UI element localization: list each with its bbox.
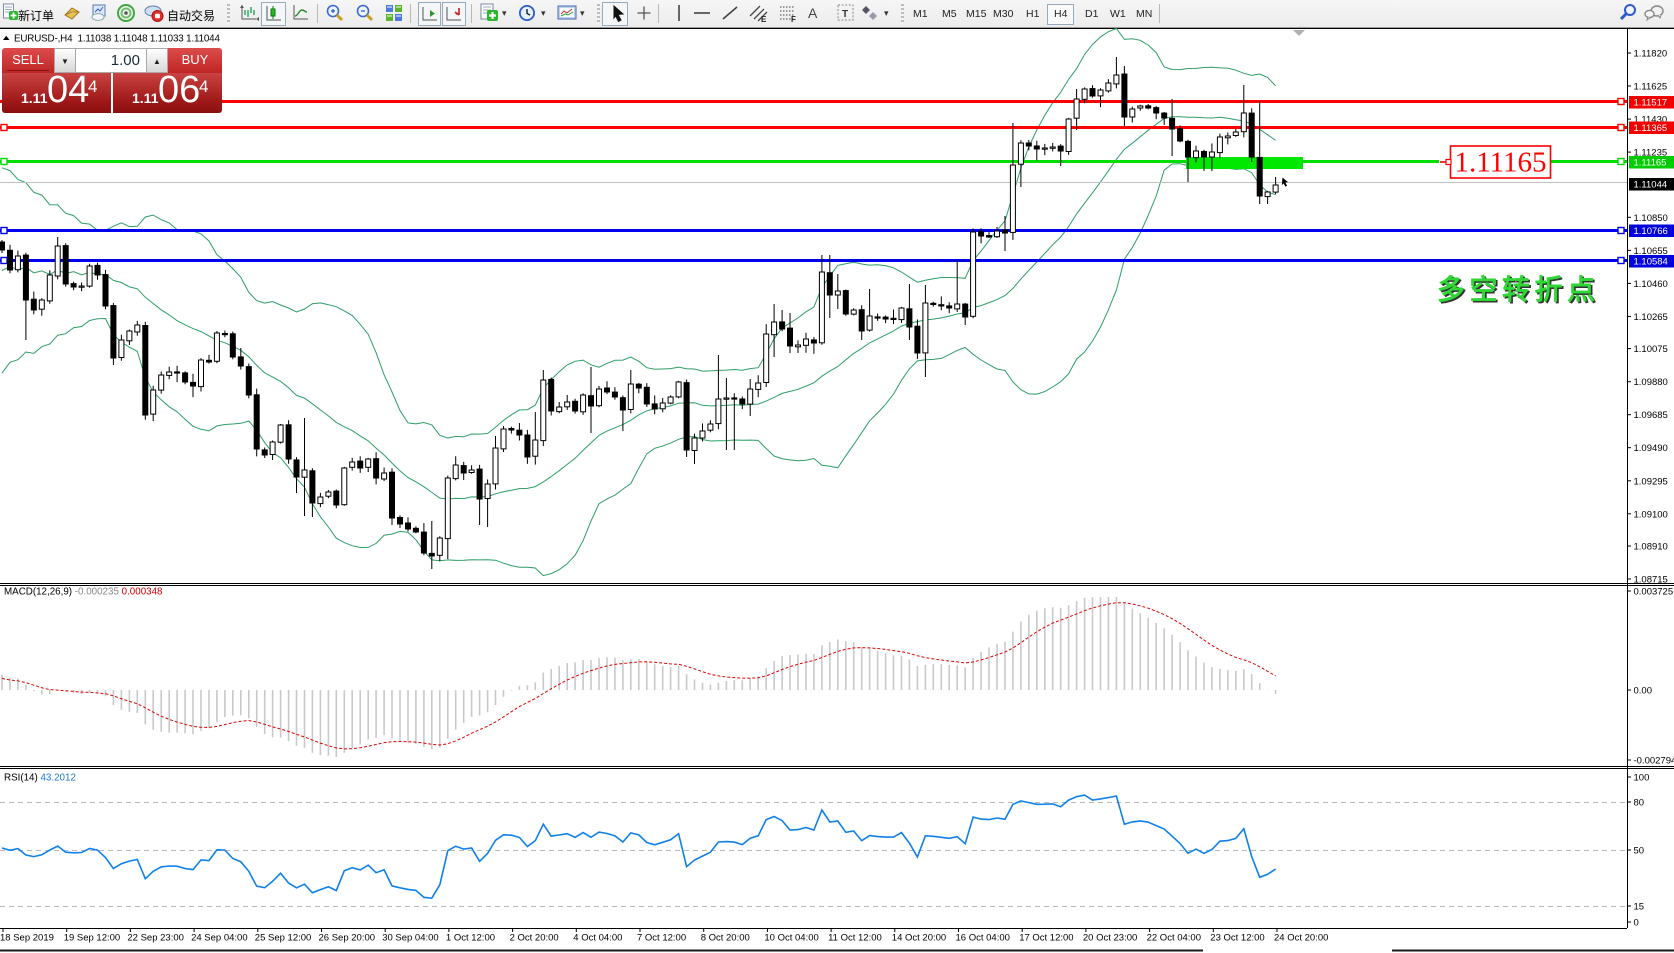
svg-text:1.11365: 1.11365: [1634, 123, 1668, 134]
svg-text:22 Sep 23:00: 22 Sep 23:00: [127, 933, 184, 944]
svg-text:0: 0: [1634, 918, 1639, 929]
svg-text:26 Sep 20:00: 26 Sep 20:00: [319, 933, 376, 944]
svg-text:1.09880: 1.09880: [1634, 377, 1668, 388]
svg-text:15: 15: [1634, 902, 1645, 913]
svg-text:17 Oct 12:00: 17 Oct 12:00: [1019, 933, 1073, 944]
svg-text:30 Sep 04:00: 30 Sep 04:00: [382, 933, 439, 944]
svg-text:16 Oct 04:00: 16 Oct 04:00: [956, 933, 1010, 944]
svg-text:EURUSD-,H4 1.11038 1.11048 1.: EURUSD-,H4 1.11038 1.11048 1.11033 1.110…: [14, 34, 220, 45]
svg-text:1.08715: 1.08715: [1634, 575, 1668, 586]
svg-text:F: F: [791, 15, 796, 23]
svg-text:1.11820: 1.11820: [1634, 49, 1668, 60]
svg-text:1.11235: 1.11235: [1634, 148, 1668, 159]
svg-text:19 Sep 12:00: 19 Sep 12:00: [64, 933, 121, 944]
svg-text:1.11625: 1.11625: [1634, 82, 1668, 93]
svg-text:多空转折点: 多空转折点: [1439, 274, 1602, 306]
svg-text:MACD(12,26,9) -0.000235 0.0003: MACD(12,26,9) -0.000235 0.000348: [4, 587, 163, 598]
svg-text:1.10655: 1.10655: [1634, 246, 1668, 257]
svg-text:1.10265: 1.10265: [1634, 312, 1668, 323]
svg-text:1.10766: 1.10766: [1634, 226, 1668, 237]
svg-text:24 Sep 04:00: 24 Sep 04:00: [191, 933, 248, 944]
svg-text:2 Oct 20:00: 2 Oct 20:00: [510, 933, 559, 944]
svg-text:25 Sep 12:00: 25 Sep 12:00: [255, 933, 312, 944]
svg-text:1.09685: 1.09685: [1634, 410, 1668, 421]
svg-text:1.09490: 1.09490: [1634, 443, 1668, 454]
svg-text:1 Oct 12:00: 1 Oct 12:00: [446, 933, 495, 944]
svg-text:多空转折点: 多空转折点: [1437, 273, 1600, 305]
svg-text:1.11165: 1.11165: [1454, 147, 1546, 179]
svg-text:0.00: 0.00: [1634, 686, 1653, 697]
svg-text:1.09100: 1.09100: [1634, 509, 1668, 520]
svg-text:22 Oct 04:00: 22 Oct 04:00: [1147, 933, 1201, 944]
svg-text:100: 100: [1634, 773, 1650, 784]
svg-text:4 Oct 04:00: 4 Oct 04:00: [573, 933, 622, 944]
svg-text:7 Oct 12:00: 7 Oct 12:00: [637, 933, 686, 944]
svg-text:0.003725: 0.003725: [1634, 587, 1674, 598]
svg-text:23 Oct 12:00: 23 Oct 12:00: [1210, 933, 1264, 944]
svg-text:1.10584: 1.10584: [1634, 257, 1668, 268]
svg-text:1.10460: 1.10460: [1634, 279, 1668, 290]
svg-text:24 Oct 20:00: 24 Oct 20:00: [1274, 933, 1328, 944]
svg-text:18 Sep 2019: 18 Sep 2019: [0, 933, 54, 944]
svg-text:11 Oct 12:00: 11 Oct 12:00: [828, 933, 882, 944]
svg-text:-0.002794: -0.002794: [1634, 756, 1674, 767]
svg-text:50: 50: [1634, 846, 1645, 857]
svg-text:1.11165: 1.11165: [1634, 158, 1667, 169]
svg-text:1.09295: 1.09295: [1634, 476, 1668, 487]
svg-text:1.11430: 1.11430: [1634, 115, 1668, 126]
svg-text:10 Oct 04:00: 10 Oct 04:00: [764, 933, 818, 944]
svg-text:8 Oct 20:00: 8 Oct 20:00: [701, 933, 750, 944]
svg-text:T: T: [842, 9, 848, 20]
svg-text:E: E: [761, 15, 767, 23]
svg-text:1.11044: 1.11044: [1634, 180, 1668, 191]
svg-text:14 Oct 20:00: 14 Oct 20:00: [892, 933, 946, 944]
svg-text:80: 80: [1634, 798, 1645, 809]
svg-text:1.10850: 1.10850: [1634, 213, 1668, 224]
svg-text:1.11517: 1.11517: [1634, 98, 1668, 109]
svg-text:1.08910: 1.08910: [1634, 542, 1668, 553]
svg-text:1.10075: 1.10075: [1634, 344, 1668, 355]
svg-text:20 Oct 23:00: 20 Oct 23:00: [1083, 933, 1137, 944]
svg-text:RSI(14) 43.2012: RSI(14) 43.2012: [4, 773, 76, 784]
